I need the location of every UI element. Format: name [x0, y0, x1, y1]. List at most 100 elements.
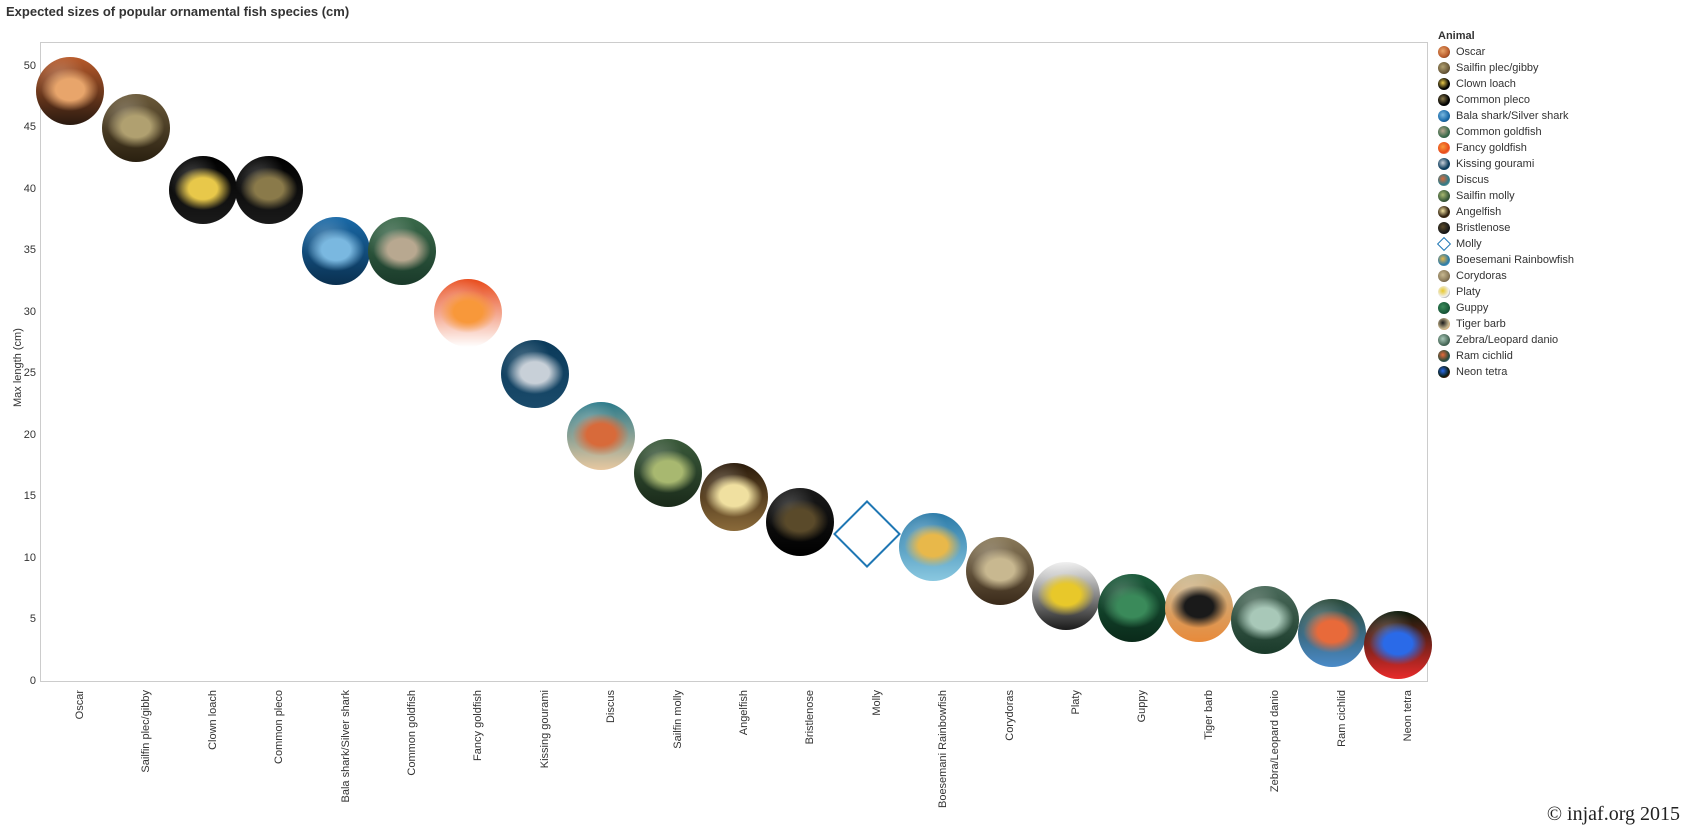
- data-point[interactable]: [302, 217, 370, 285]
- x-tick: Neon tetra: [1402, 690, 1417, 741]
- x-tick: Kissing gourami: [539, 690, 554, 768]
- x-tick: Guppy: [1136, 690, 1151, 722]
- legend-item[interactable]: Platy: [1438, 284, 1574, 300]
- legend-item[interactable]: Fancy goldfish: [1438, 140, 1574, 156]
- legend-item[interactable]: Neon tetra: [1438, 364, 1574, 380]
- legend-swatch: [1438, 334, 1450, 346]
- legend-item[interactable]: Zebra/Leopard danio: [1438, 332, 1574, 348]
- legend-swatch: [1438, 174, 1450, 186]
- chart-title: Expected sizes of popular ornamental fis…: [6, 4, 349, 19]
- y-tick: 45: [12, 121, 36, 133]
- legend-label: Corydoras: [1456, 268, 1507, 284]
- legend-item[interactable]: Molly: [1438, 236, 1574, 252]
- legend-swatch: [1438, 366, 1450, 378]
- legend-label: Clown loach: [1456, 76, 1516, 92]
- legend-swatch: [1438, 286, 1450, 298]
- x-tick: Platy: [1070, 690, 1085, 714]
- legend-swatch: [1438, 254, 1450, 266]
- x-tick: Clown loach: [207, 690, 222, 750]
- legend-label: Bala shark/Silver shark: [1456, 108, 1569, 124]
- legend-item[interactable]: Discus: [1438, 172, 1574, 188]
- x-tick: Angelfish: [738, 690, 753, 735]
- legend-swatch: [1438, 78, 1450, 90]
- data-point[interactable]: [169, 156, 237, 224]
- y-tick: 0: [12, 675, 36, 687]
- x-tick: Molly: [871, 690, 886, 716]
- legend-label: Fancy goldfish: [1456, 140, 1527, 156]
- data-point[interactable]: [1165, 574, 1233, 642]
- legend-item[interactable]: Tiger barb: [1438, 316, 1574, 332]
- x-tick: Discus: [605, 690, 620, 723]
- legend-label: Neon tetra: [1456, 364, 1507, 380]
- legend-swatch: [1438, 318, 1450, 330]
- legend-swatch: [1438, 350, 1450, 362]
- legend-swatch: [1438, 94, 1450, 106]
- x-tick: Bala shark/Silver shark: [340, 690, 355, 803]
- y-tick: 20: [12, 429, 36, 441]
- legend-label: Kissing gourami: [1456, 156, 1534, 172]
- legend-item[interactable]: Guppy: [1438, 300, 1574, 316]
- data-point[interactable]: [766, 488, 834, 556]
- data-point[interactable]: [700, 463, 768, 531]
- legend-item[interactable]: Bristlenose: [1438, 220, 1574, 236]
- legend: Animal OscarSailfin plec/gibbyClown loac…: [1438, 30, 1574, 380]
- x-tick: Common pleco: [273, 690, 288, 764]
- legend-item[interactable]: Sailfin plec/gibby: [1438, 60, 1574, 76]
- legend-swatch: [1438, 62, 1450, 74]
- x-tick: Bristlenose: [804, 690, 819, 744]
- legend-item[interactable]: Common pleco: [1438, 92, 1574, 108]
- legend-swatch: [1438, 142, 1450, 154]
- legend-swatch: [1438, 302, 1450, 314]
- data-point[interactable]: [966, 537, 1034, 605]
- legend-label: Boesemani Rainbowfish: [1456, 252, 1574, 268]
- legend-swatch: [1437, 237, 1451, 251]
- x-tick: Common goldfish: [406, 690, 421, 776]
- data-point[interactable]: [634, 439, 702, 507]
- legend-item[interactable]: Kissing gourami: [1438, 156, 1574, 172]
- legend-item[interactable]: Angelfish: [1438, 204, 1574, 220]
- legend-label: Tiger barb: [1456, 316, 1506, 332]
- legend-label: Ram cichlid: [1456, 348, 1513, 364]
- data-point[interactable]: [368, 217, 436, 285]
- data-point[interactable]: [36, 57, 104, 125]
- data-point[interactable]: [567, 402, 635, 470]
- legend-item[interactable]: Common goldfish: [1438, 124, 1574, 140]
- legend-item[interactable]: Clown loach: [1438, 76, 1574, 92]
- legend-swatch: [1438, 110, 1450, 122]
- y-axis-label: Max length (cm): [12, 328, 24, 407]
- y-tick: 40: [12, 183, 36, 195]
- legend-item[interactable]: Boesemani Rainbowfish: [1438, 252, 1574, 268]
- legend-swatch: [1438, 46, 1450, 58]
- data-point[interactable]: [1298, 599, 1366, 667]
- data-point[interactable]: [501, 340, 569, 408]
- legend-label: Bristlenose: [1456, 220, 1510, 236]
- legend-swatch: [1438, 222, 1450, 234]
- y-tick: 5: [12, 613, 36, 625]
- data-point[interactable]: [434, 279, 502, 347]
- data-point[interactable]: [899, 513, 967, 581]
- legend-item[interactable]: Sailfin molly: [1438, 188, 1574, 204]
- legend-item[interactable]: Oscar: [1438, 44, 1574, 60]
- data-point[interactable]: [1364, 611, 1432, 679]
- x-tick: Tiger barb: [1203, 690, 1218, 740]
- legend-label: Guppy: [1456, 300, 1488, 316]
- legend-item[interactable]: Bala shark/Silver shark: [1438, 108, 1574, 124]
- data-point[interactable]: [235, 156, 303, 224]
- legend-swatch: [1438, 158, 1450, 170]
- y-tick: 30: [12, 306, 36, 318]
- x-tick: Sailfin molly: [672, 690, 687, 749]
- legend-label: Molly: [1456, 236, 1482, 252]
- legend-title: Animal: [1438, 30, 1574, 42]
- data-point[interactable]: [1032, 562, 1100, 630]
- y-tick: 15: [12, 490, 36, 502]
- legend-label: Sailfin plec/gibby: [1456, 60, 1539, 76]
- legend-label: Sailfin molly: [1456, 188, 1515, 204]
- legend-item[interactable]: Ram cichlid: [1438, 348, 1574, 364]
- legend-label: Common goldfish: [1456, 124, 1542, 140]
- legend-swatch: [1438, 126, 1450, 138]
- legend-item[interactable]: Corydoras: [1438, 268, 1574, 284]
- legend-label: Angelfish: [1456, 204, 1501, 220]
- legend-swatch: [1438, 206, 1450, 218]
- legend-swatch: [1438, 190, 1450, 202]
- legend-label: Zebra/Leopard danio: [1456, 332, 1558, 348]
